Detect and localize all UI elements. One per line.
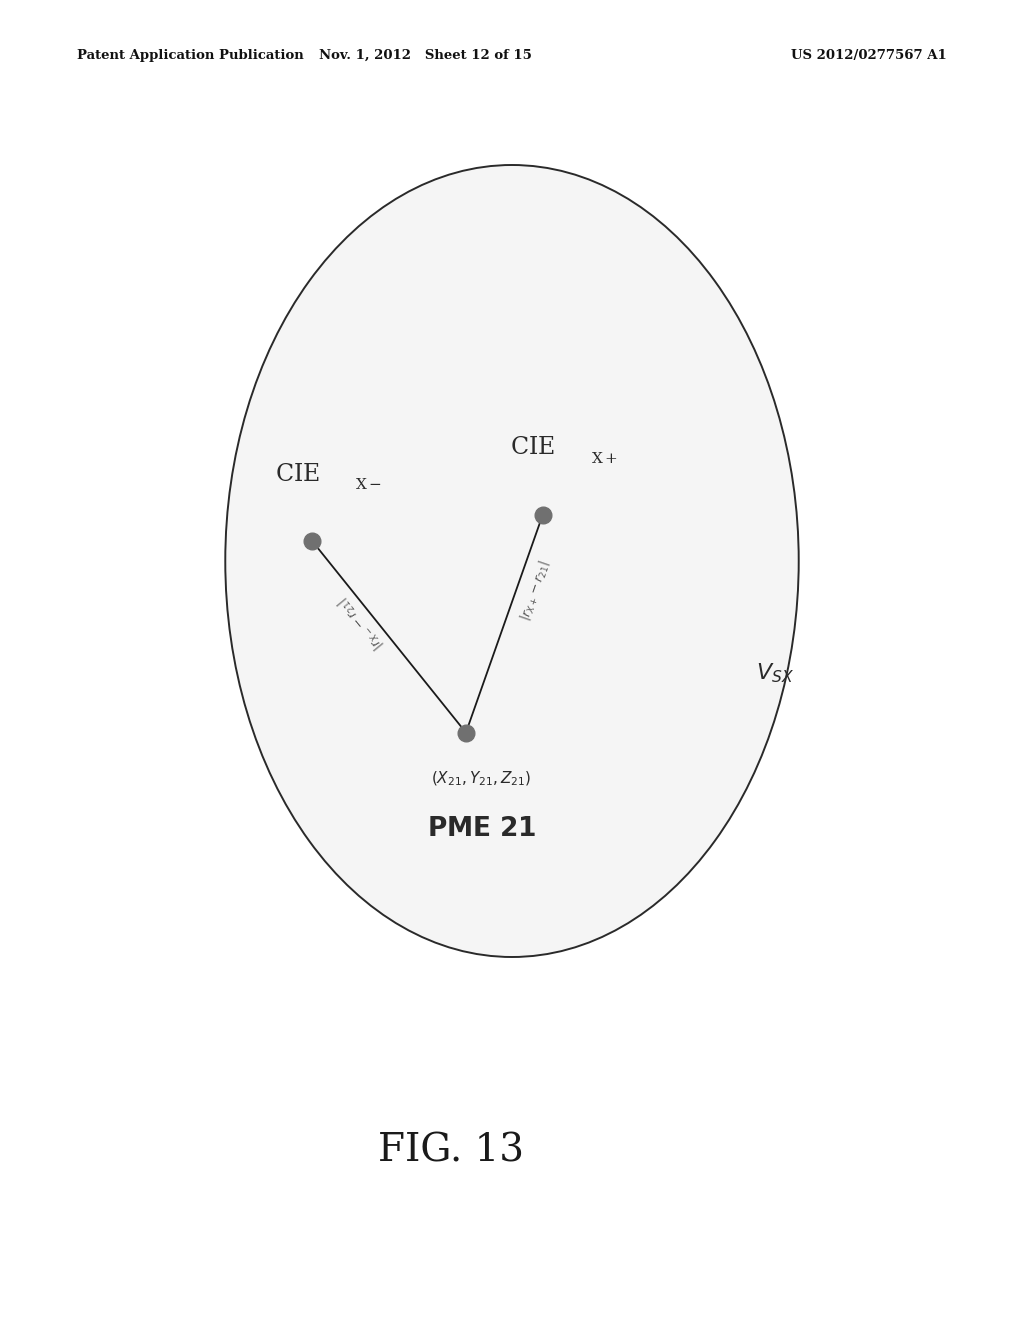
Text: $\mathregular{CIE}$: $\mathregular{CIE}$: [274, 463, 319, 486]
Text: $\mathregular{X+}$: $\mathregular{X+}$: [591, 451, 617, 466]
Text: $V_{SX}$: $V_{SX}$: [756, 661, 794, 685]
Text: $\mathregular{CIE}$: $\mathregular{CIE}$: [510, 437, 555, 459]
Text: US 2012/0277567 A1: US 2012/0277567 A1: [792, 49, 947, 62]
Text: Nov. 1, 2012   Sheet 12 of 15: Nov. 1, 2012 Sheet 12 of 15: [318, 49, 531, 62]
Text: $|r_{X-} - r_{21}|$: $|r_{X-} - r_{21}|$: [334, 594, 387, 653]
Text: Patent Application Publication: Patent Application Publication: [77, 49, 303, 62]
Ellipse shape: [225, 165, 799, 957]
Text: $\mathregular{X-}$: $\mathregular{X-}$: [355, 478, 382, 492]
Text: $( X_{21}, Y_{21}, Z_{21} )$: $( X_{21}, Y_{21}, Z_{21} )$: [431, 770, 531, 788]
Text: FIG. 13: FIG. 13: [378, 1133, 523, 1170]
Text: $\mathbf{PME\ 21}$: $\mathbf{PME\ 21}$: [427, 816, 536, 841]
Text: $|r_{X+} - r_{21}|$: $|r_{X+} - r_{21}|$: [517, 558, 553, 623]
